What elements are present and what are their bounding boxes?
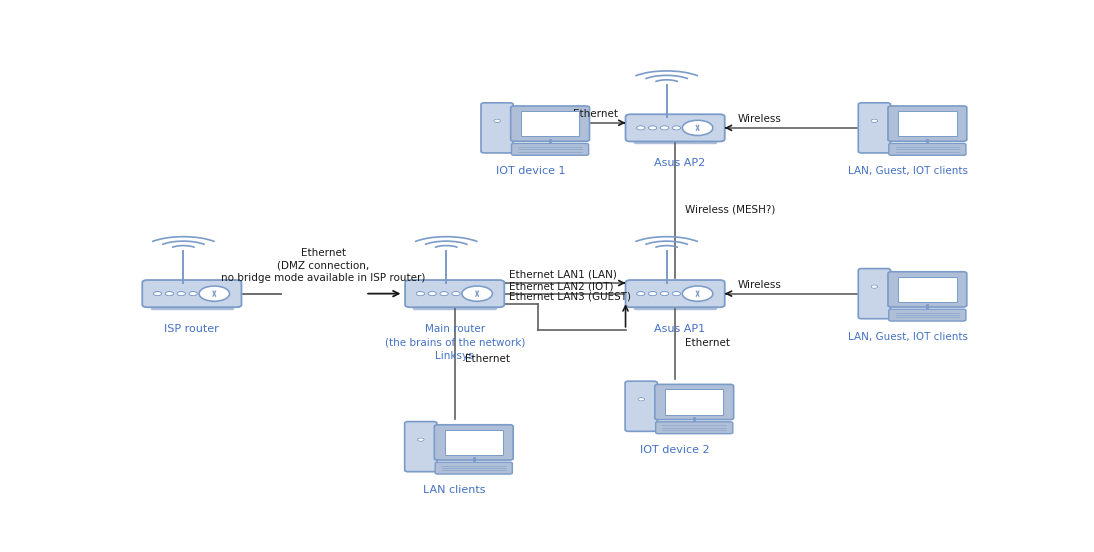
FancyBboxPatch shape <box>665 390 723 415</box>
FancyBboxPatch shape <box>512 144 589 155</box>
Circle shape <box>493 119 500 123</box>
FancyBboxPatch shape <box>859 269 891 319</box>
Circle shape <box>649 126 656 130</box>
FancyBboxPatch shape <box>444 430 503 455</box>
FancyBboxPatch shape <box>481 103 513 153</box>
Circle shape <box>683 120 713 136</box>
Text: Wireless (MESH?): Wireless (MESH?) <box>685 205 776 215</box>
Circle shape <box>637 291 645 296</box>
FancyBboxPatch shape <box>898 111 956 136</box>
FancyBboxPatch shape <box>434 424 513 460</box>
Circle shape <box>189 291 197 296</box>
Text: Asus AP1: Asus AP1 <box>654 324 705 335</box>
FancyBboxPatch shape <box>898 277 956 302</box>
FancyBboxPatch shape <box>888 144 966 155</box>
FancyBboxPatch shape <box>888 106 967 141</box>
Circle shape <box>199 286 230 301</box>
Circle shape <box>418 438 424 442</box>
Circle shape <box>177 291 186 296</box>
Text: Wireless: Wireless <box>737 114 781 124</box>
Circle shape <box>672 126 680 130</box>
Text: IOT device 1: IOT device 1 <box>497 166 566 176</box>
Circle shape <box>871 285 877 288</box>
FancyBboxPatch shape <box>859 103 891 153</box>
Text: ISP router: ISP router <box>164 324 219 335</box>
FancyBboxPatch shape <box>655 384 734 420</box>
FancyBboxPatch shape <box>625 381 657 431</box>
Circle shape <box>165 291 174 296</box>
FancyBboxPatch shape <box>888 272 967 307</box>
Circle shape <box>637 126 645 130</box>
Text: Ethernet LAN2 (IOT): Ethernet LAN2 (IOT) <box>509 281 613 291</box>
Circle shape <box>661 291 668 296</box>
Text: Main router
(the brains of the network)
Linksys: Main router (the brains of the network) … <box>384 324 525 360</box>
Text: Wireless: Wireless <box>737 280 781 290</box>
Text: Ethernet LAN1 (LAN): Ethernet LAN1 (LAN) <box>509 269 616 280</box>
FancyBboxPatch shape <box>626 114 724 141</box>
Text: LAN clients: LAN clients <box>423 485 486 495</box>
Circle shape <box>452 291 461 296</box>
Circle shape <box>440 291 449 296</box>
Text: Ethernet: Ethernet <box>685 338 731 348</box>
Circle shape <box>683 286 713 301</box>
Circle shape <box>153 291 162 296</box>
Text: Ethernet LAN3 (GUEST): Ethernet LAN3 (GUEST) <box>509 291 630 302</box>
FancyBboxPatch shape <box>405 280 504 307</box>
Circle shape <box>462 286 492 301</box>
FancyBboxPatch shape <box>888 309 966 321</box>
Circle shape <box>416 291 424 296</box>
Text: LAN, Guest, IOT clients: LAN, Guest, IOT clients <box>848 166 968 176</box>
Circle shape <box>428 291 437 296</box>
Circle shape <box>871 119 877 123</box>
Text: Ethernet: Ethernet <box>573 109 618 119</box>
FancyBboxPatch shape <box>521 111 580 136</box>
Circle shape <box>672 291 680 296</box>
Text: LAN, Guest, IOT clients: LAN, Guest, IOT clients <box>848 332 968 342</box>
FancyBboxPatch shape <box>626 280 724 307</box>
Text: Asus AP2: Asus AP2 <box>654 158 705 168</box>
Text: IOT device 2: IOT device 2 <box>640 444 710 454</box>
FancyBboxPatch shape <box>435 462 512 474</box>
Text: Ethernet
(DMZ connection,
no bridge mode available in ISP router): Ethernet (DMZ connection, no bridge mode… <box>221 248 426 283</box>
Circle shape <box>661 126 668 130</box>
FancyBboxPatch shape <box>405 422 437 472</box>
Circle shape <box>649 291 656 296</box>
FancyBboxPatch shape <box>511 106 590 141</box>
Circle shape <box>638 397 644 401</box>
Text: Ethernet: Ethernet <box>465 354 510 364</box>
FancyBboxPatch shape <box>655 422 733 434</box>
FancyBboxPatch shape <box>142 280 242 307</box>
